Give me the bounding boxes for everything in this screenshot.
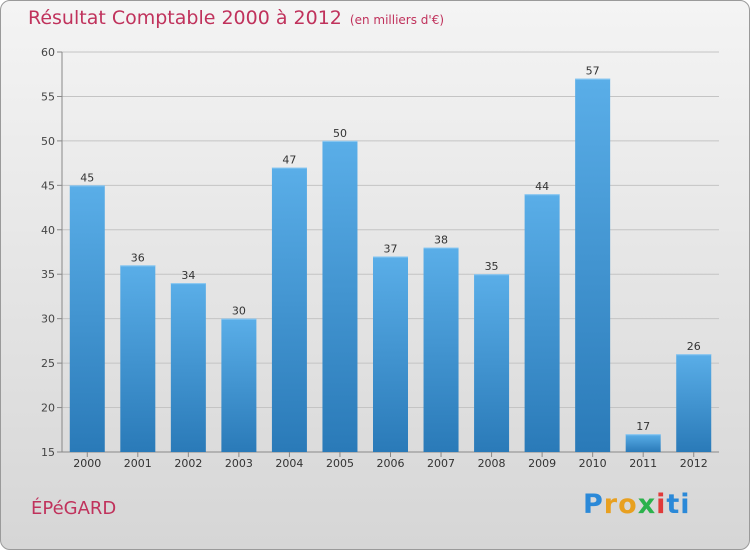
logo-letter: o: [618, 489, 638, 520]
y-tick-label: 25: [41, 357, 55, 370]
x-tick-label: 2001: [124, 457, 152, 470]
logo-letter: P: [583, 489, 604, 520]
x-tick-label: 2010: [579, 457, 607, 470]
chart-subtitle: (en milliers d'€): [349, 13, 445, 27]
y-tick-label: 60: [41, 46, 55, 59]
data-label-2006: 37: [384, 242, 398, 255]
x-tick-label: 2011: [629, 457, 657, 470]
logo-letter: ti: [666, 489, 691, 520]
bar-2000: [69, 185, 105, 453]
x-tick-label: 2012: [680, 457, 708, 470]
data-labels: 45 36 34 30 47 50 37 38 35 44 57 17 26: [80, 65, 700, 434]
bar-2006: [373, 256, 408, 452]
bar-2003: [221, 318, 257, 452]
data-label-2000: 45: [80, 171, 94, 184]
data-label-2003: 30: [232, 305, 246, 318]
bar-2008: [474, 274, 510, 452]
y-tick-label: 45: [41, 179, 55, 192]
data-label-2008: 35: [485, 260, 499, 273]
x-tick-label: 2009: [528, 457, 556, 470]
bars: [69, 78, 712, 453]
bar-2012: [676, 354, 712, 452]
y-tick-label: 50: [41, 135, 55, 148]
y-tick-label: 35: [41, 268, 55, 281]
data-label-2002: 34: [181, 269, 195, 282]
bar-2004: [271, 167, 307, 453]
x-tick-label: 2002: [174, 457, 202, 470]
logo-letter: r: [603, 489, 619, 520]
data-label-2001: 36: [131, 251, 145, 264]
x-tick-label: 2008: [478, 457, 506, 470]
bar-2009: [524, 194, 560, 452]
x-tick-label: 2000: [73, 457, 101, 470]
bar-2001: [120, 265, 156, 452]
data-label-2010: 57: [586, 65, 600, 78]
logo-letter: i: [656, 489, 667, 520]
y-tick-label: 20: [41, 402, 55, 415]
chart-title: Résultat Comptable 2000 à 2012 (en millie…: [28, 7, 444, 29]
bar-2010: [575, 78, 611, 453]
x-tick-label: 2005: [326, 457, 354, 470]
bar-2011: [625, 434, 661, 452]
chart-title-text: Résultat Comptable 2000 à 2012: [28, 7, 342, 29]
x-tick-label: 2006: [377, 457, 405, 470]
tick-labels: 15 20 25 30 35 40 45 50 55 60 2000 2001 2002 2003 2004…: [41, 46, 708, 470]
y-tick-label: 15: [41, 446, 55, 459]
data-label-2005: 50: [333, 127, 347, 140]
data-label-2009: 44: [535, 180, 549, 193]
proxiti-logo: Proxiti: [583, 489, 691, 520]
logo-letter: x: [637, 489, 657, 520]
bar-2005: [322, 140, 358, 452]
x-tick-label: 2004: [275, 457, 303, 470]
x-tick-label: 2003: [225, 457, 253, 470]
commune-name: ÉPéGARD: [31, 498, 117, 519]
y-tick-label: 40: [41, 224, 55, 237]
bar-2002: [170, 283, 206, 452]
y-tick-label: 30: [41, 313, 55, 326]
bar-2007: [423, 247, 459, 452]
data-label-2004: 47: [282, 154, 296, 167]
data-label-2007: 38: [434, 234, 448, 247]
x-tick-label: 2007: [427, 457, 455, 470]
data-label-2011: 17: [636, 420, 650, 433]
y-tick-label: 55: [41, 90, 55, 103]
data-label-2012: 26: [687, 340, 701, 353]
